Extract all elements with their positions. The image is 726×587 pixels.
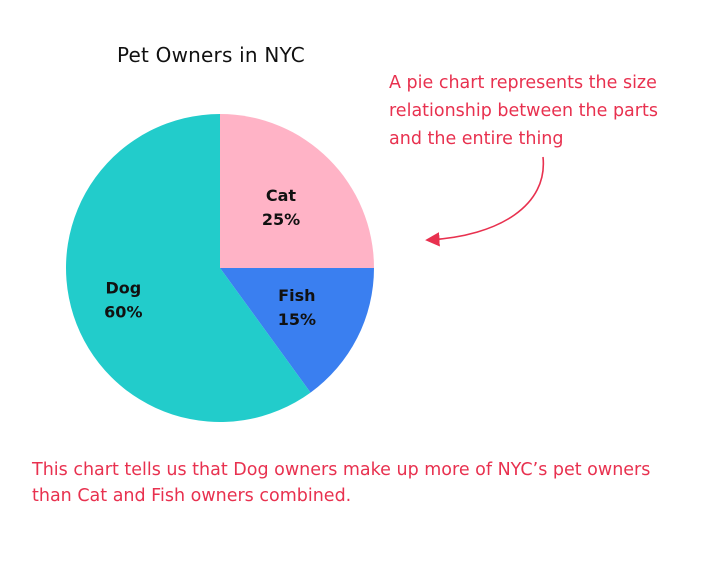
annotation-line: and the entire thing bbox=[389, 129, 564, 149]
slice-label-fish: Fish bbox=[278, 286, 315, 305]
footer-line: This chart tells us that Dog owners make… bbox=[32, 460, 651, 480]
annotation-line: relationship between the parts bbox=[389, 101, 658, 121]
pie-slices bbox=[66, 114, 374, 422]
footer-line: than Cat and Fish owners combined. bbox=[32, 486, 352, 506]
annotation-arrow bbox=[425, 156, 545, 247]
chart-title: Pet Owners in NYC bbox=[117, 43, 305, 67]
slice-label-dog: Dog bbox=[105, 278, 141, 297]
pie-slice-cat bbox=[220, 114, 374, 268]
pie-slice-dog bbox=[66, 114, 311, 422]
pie-labels: Cat 25% Fish 15% Dog 60% bbox=[104, 186, 316, 329]
slice-label-cat: Cat bbox=[266, 186, 297, 205]
annotation-line: A pie chart represents the size bbox=[389, 73, 657, 93]
slice-value-cat: 25% bbox=[262, 210, 300, 229]
annotation-text: A pie chart represents the size relation… bbox=[389, 69, 719, 153]
slice-value-dog: 60% bbox=[104, 302, 142, 321]
footer-note: This chart tells us that Dog owners make… bbox=[32, 457, 722, 509]
slice-value-fish: 15% bbox=[278, 310, 316, 329]
pie-slice-fish bbox=[220, 268, 374, 393]
